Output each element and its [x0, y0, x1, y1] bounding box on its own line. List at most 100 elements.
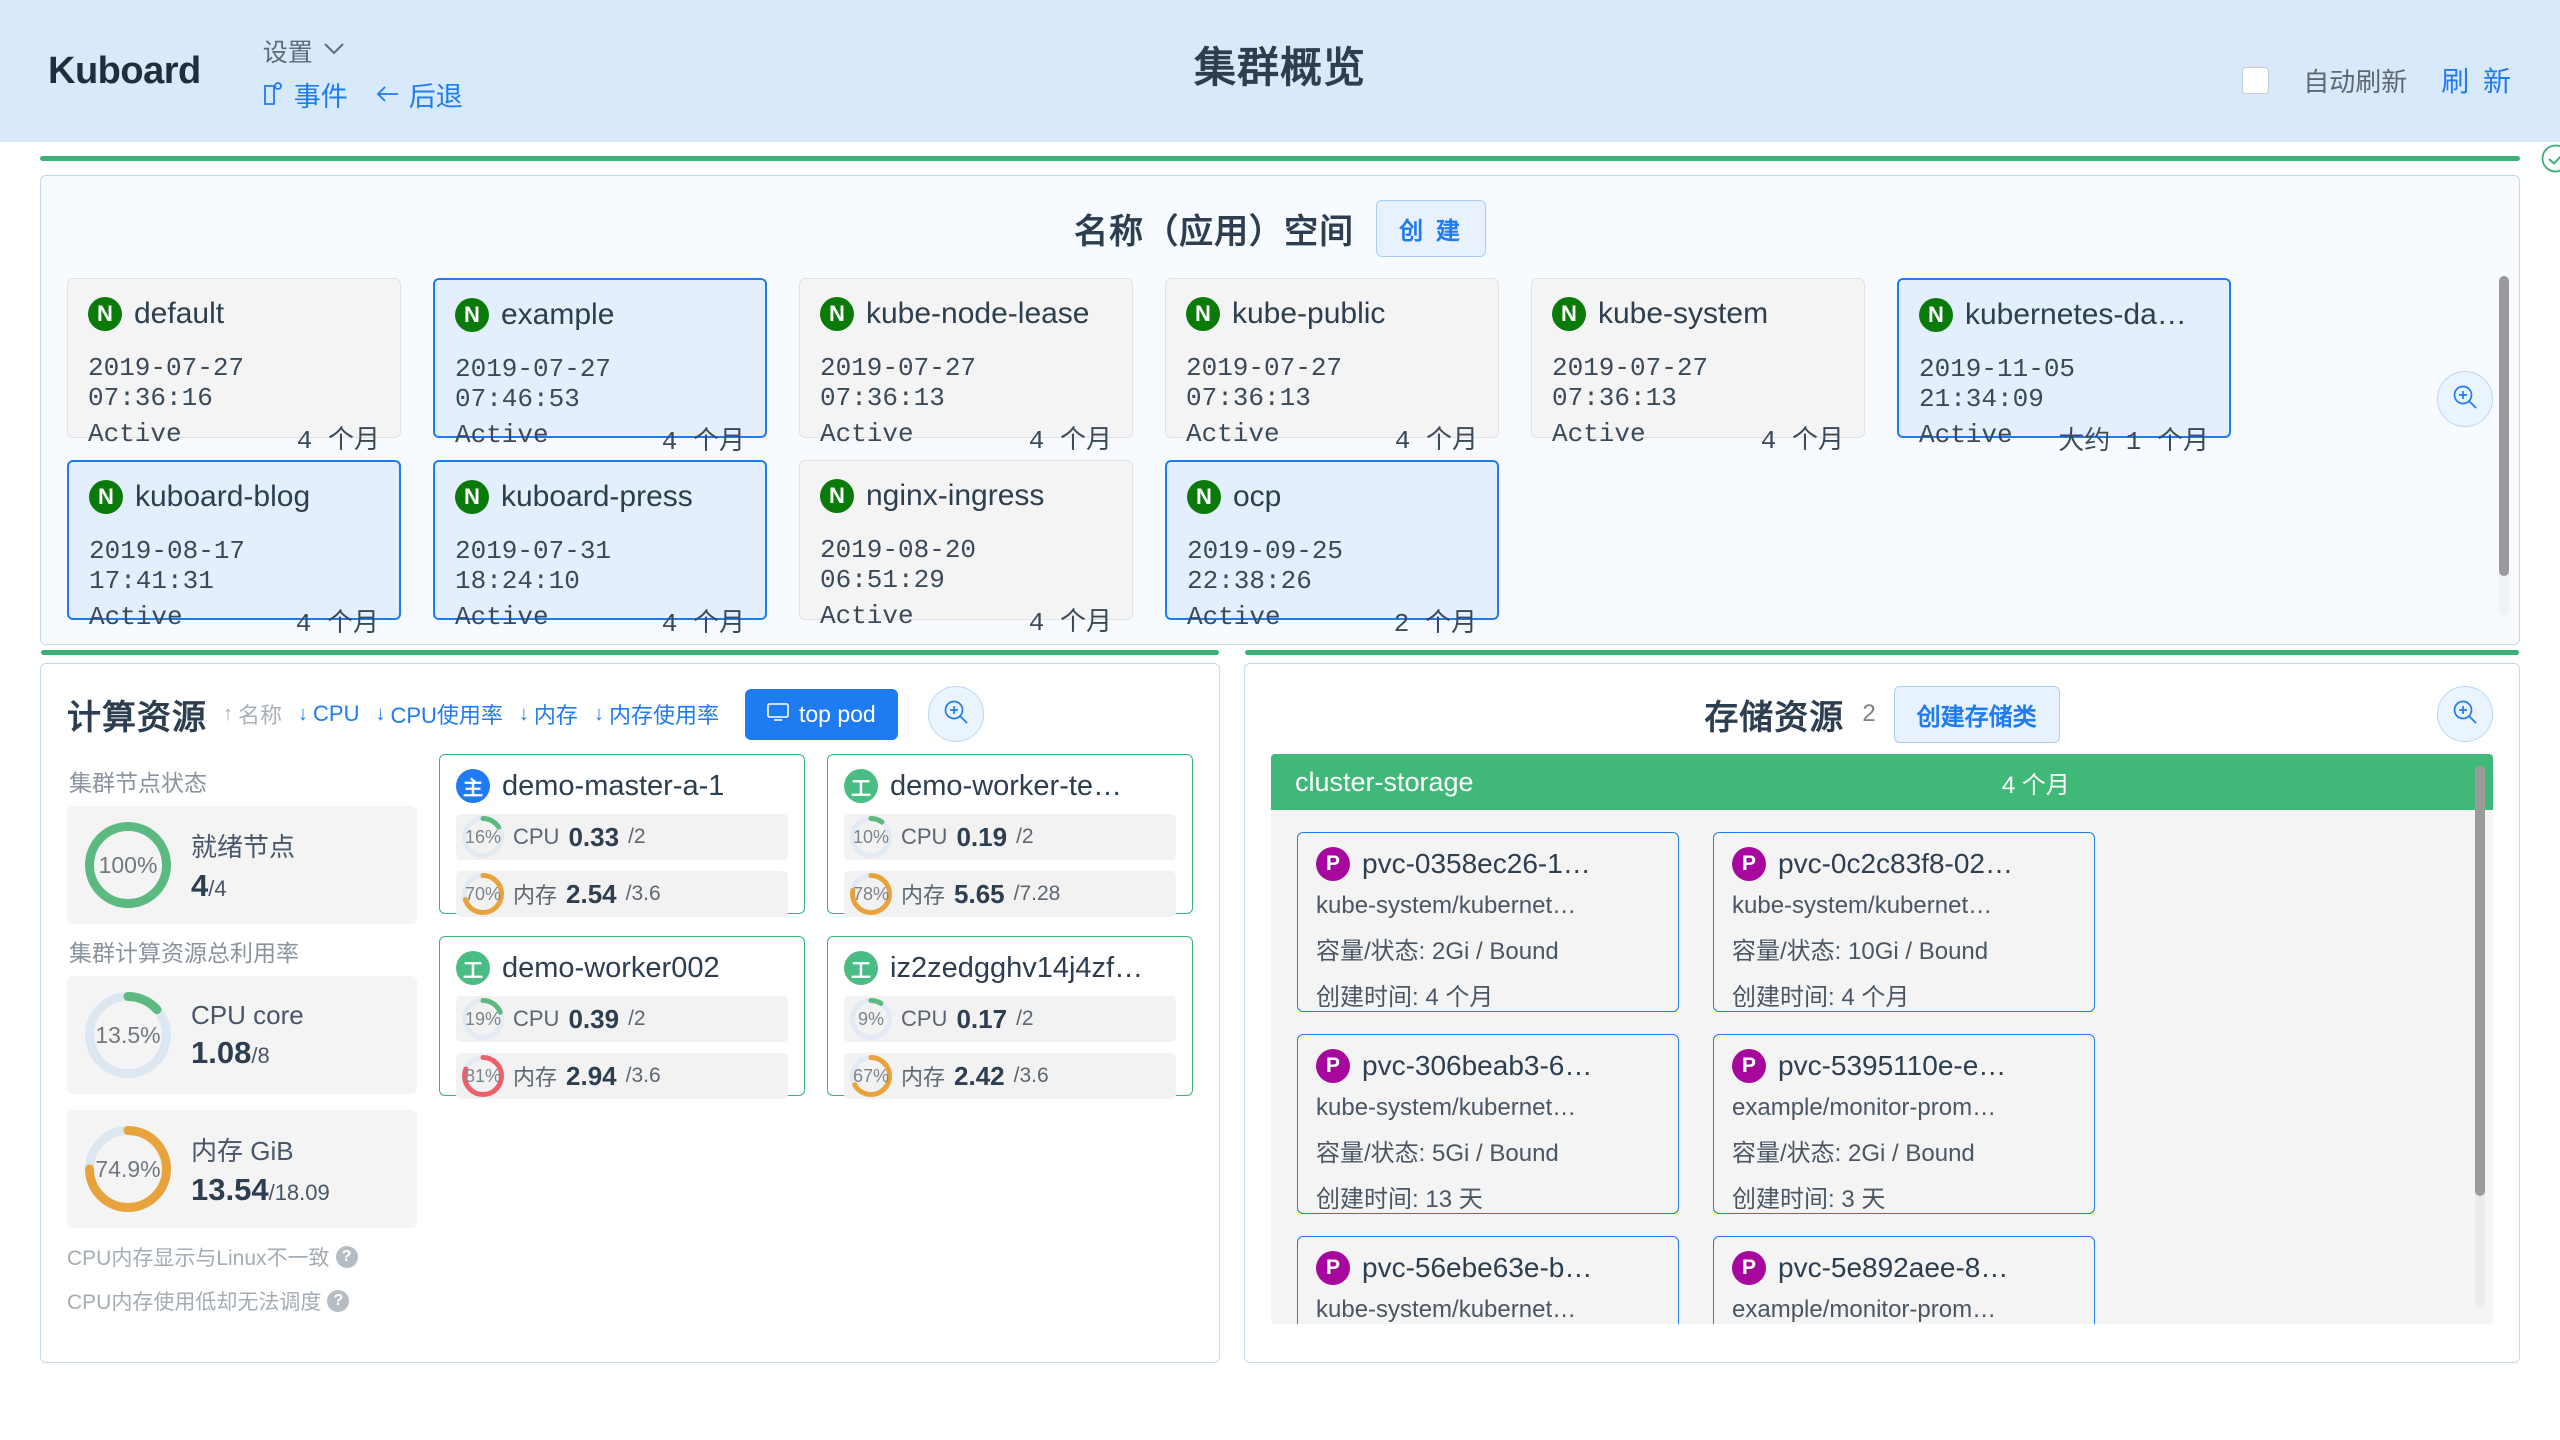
section-divider — [40, 144, 2560, 173]
sort-cpu[interactable]: ↓ CPU — [298, 701, 359, 727]
namespace-age: 2 个月 — [1393, 609, 1477, 639]
sort-option-3[interactable]: ↓ 内存 — [519, 698, 578, 730]
namespace-name: ocp — [1233, 480, 1282, 513]
namespace-created: 2019-09-25 22:38:26 — [1187, 536, 1344, 596]
sort-label: CPU — [313, 701, 360, 726]
node-title: 主 demo-master-a-1 — [456, 769, 788, 803]
pvc-icon: P — [1732, 1251, 1766, 1285]
check-circle-icon — [2541, 144, 2560, 173]
node-card[interactable]: 工 demo-worker002 19% CPU 0.39/2 81% 内存 2.94/3.6 — [439, 936, 805, 1099]
cluster-stats-column: 集群节点状态 100% 就绪节点 4/4 集群计算资源总利用率 13.5% CPU c… — [67, 754, 417, 1316]
refresh-button[interactable]: 刷 新 — [2441, 66, 2514, 97]
gauge-total: /4 — [208, 875, 227, 901]
storage-scrollbar[interactable] — [2475, 766, 2485, 1306]
sort-option-2[interactable]: ↓ CPU使用率 — [375, 698, 502, 730]
namespace-age: 4 个月 — [661, 427, 745, 457]
autorefresh-checkbox[interactable] — [2242, 66, 2270, 94]
namespace-status: Active — [820, 419, 914, 449]
node-card[interactable]: 主 demo-master-a-1 16% CPU 0.33/2 70% 内存 2.54/3.… — [439, 754, 805, 917]
sort-arrow-icon: ↑ — [223, 702, 233, 725]
memory-value: 5.65 — [954, 878, 1005, 909]
sort-option-4[interactable]: ↓ 内存使用率 — [594, 698, 719, 730]
help-icon[interactable]: ? — [335, 1246, 358, 1268]
pvc-created-label: 创建时间: — [1732, 1186, 1835, 1213]
compute-zoom-button[interactable] — [927, 686, 984, 742]
chevron-down-icon — [323, 40, 345, 61]
namespace-scrollbar[interactable] — [2499, 276, 2509, 616]
memory-value: 2.54 — [566, 878, 617, 909]
top-pod-button[interactable]: top pod — [744, 688, 898, 740]
pvc-capacity-label: 容量/状态: — [1316, 938, 1426, 965]
settings-label: 设置 — [262, 38, 313, 67]
back-link[interactable]: 后退 — [374, 75, 463, 114]
header-nav: 设置 事件 后退 — [263, 29, 463, 114]
namespace-created: 2019-07-27 07:46:53 — [455, 354, 612, 414]
sort-option-0[interactable]: ↑ 名称 — [223, 698, 282, 730]
pvc-created-row: 创建时间: 4 个月 — [1732, 977, 2076, 1012]
settings-menu[interactable]: 设置 — [263, 33, 463, 69]
namespace-status: Active — [455, 602, 549, 632]
namespace-name: kubernetes-da… — [1965, 298, 2187, 331]
utilization-label: 集群计算资源总利用率 — [69, 940, 299, 966]
events-icon — [263, 82, 285, 106]
cpu-total: /2 — [628, 825, 646, 848]
node-card[interactable]: 工 iz2zedgghv14j4zf… 9% CPU 0.17/2 67% 内存 2.42/3… — [827, 936, 1193, 1099]
storage-zoom-button[interactable] — [2437, 686, 2493, 742]
namespace-created: 2019-07-27 07:36:13 — [1186, 353, 1343, 413]
namespace-created: 2019-08-17 17:41:31 — [89, 536, 246, 596]
help-icon[interactable]: ? — [327, 1290, 350, 1312]
gauge-ring: 13.5% — [85, 992, 171, 1078]
node-name: demo-master-a-1 — [502, 769, 725, 802]
pvc-card[interactable]: Ppvc-56ebe63e-b…kube-system/kubernet…容量/… — [1297, 1236, 1679, 1324]
pvc-card[interactable]: Ppvc-5e892aee-8…example/monitor-prom…容量/… — [1713, 1236, 2095, 1324]
node-memory-row: 81% 内存 2.94/3.6 — [456, 1053, 788, 1099]
create-namespace-button[interactable]: 创 建 — [1376, 199, 1486, 257]
pvc-created-label: 创建时间: — [1316, 984, 1419, 1011]
pvc-icon: P — [1316, 847, 1350, 881]
top-pod-label: top pod — [798, 700, 876, 727]
namespace-zoom-button[interactable] — [2437, 371, 2493, 427]
pvc-icon: P — [1732, 1049, 1766, 1083]
cpu-total: /2 — [1016, 825, 1034, 848]
arrow-left-icon — [374, 84, 400, 104]
node-role-icon: 工 — [844, 951, 878, 985]
namespace-status-row: Active 4 个月 — [1552, 419, 1844, 456]
node-memory-row: 70% 内存 2.54/3.6 — [456, 871, 788, 917]
ready-nodes-gauge-card: 100% 就绪节点 4/4 — [67, 806, 417, 924]
namespace-status-row: Active 4 个月 — [455, 420, 745, 457]
events-link[interactable]: 事件 — [263, 75, 348, 114]
memory-value: 2.94 — [566, 1060, 617, 1091]
cpu-value: 0.33 — [568, 821, 620, 852]
namespace-status: Active — [88, 419, 182, 449]
pvc-name: pvc-5395110e-e… — [1778, 1050, 2007, 1081]
namespace-icon: N — [89, 480, 123, 514]
pvc-reference: kube-system/kubernet… — [1316, 892, 1577, 919]
storage-class-bar[interactable]: cluster-storage 4 个月 — [1271, 754, 2493, 810]
create-storage-class-button[interactable]: 创建存储类 — [1893, 685, 2060, 743]
cpu-label: CPU — [513, 824, 560, 849]
namespace-age: 4 个月 — [1028, 608, 1112, 638]
node-card[interactable]: 工 demo-worker-te… 10% CPU 0.19/2 78% 内存 5.65/7.… — [827, 754, 1193, 917]
sort-label: 内存 — [533, 703, 578, 728]
namespace-status-row: Active 大约 1 个月 — [1919, 420, 2209, 457]
